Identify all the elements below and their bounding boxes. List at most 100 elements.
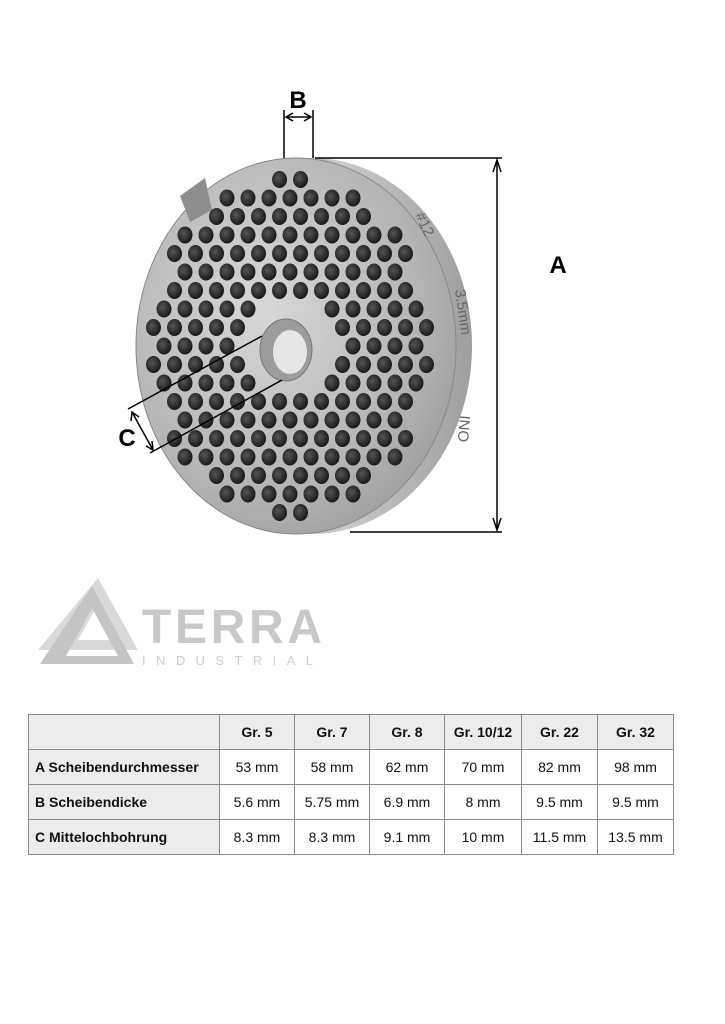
perforation-hole xyxy=(230,393,245,410)
perforation-hole xyxy=(377,319,392,336)
dim-c-bottom-line xyxy=(149,379,283,454)
table-cell: 8.3 mm xyxy=(219,819,295,855)
perforation-hole xyxy=(335,356,350,373)
perforation-hole xyxy=(356,208,371,225)
table-row: A Scheibendurchmesser 53 mm 58 mm 62 mm … xyxy=(28,749,674,785)
perforation-hole xyxy=(209,319,224,336)
perforation-hole xyxy=(303,263,319,281)
engraving-hole: 3.5mm xyxy=(451,288,474,336)
perforation-hole xyxy=(282,485,298,503)
perforation-hole xyxy=(314,430,329,447)
perforation-hole xyxy=(303,485,319,503)
table-cell: 98 mm xyxy=(597,749,674,785)
perforation-hole xyxy=(230,430,245,447)
perforation-hole xyxy=(156,300,172,318)
perforation-hole xyxy=(198,411,214,429)
perforation-hole xyxy=(377,430,392,447)
table-cell: 70 mm xyxy=(444,749,522,785)
perforation-hole xyxy=(356,467,371,484)
perforation-hole xyxy=(251,430,266,447)
perforation-hole xyxy=(209,430,224,447)
perforation-hole xyxy=(240,374,256,392)
perforation-hole xyxy=(177,226,193,244)
perforation-hole xyxy=(293,467,308,484)
perforation-hole xyxy=(219,263,235,281)
perforation-hole xyxy=(356,282,371,299)
perforation-hole xyxy=(188,282,203,299)
table-cell: 10 mm xyxy=(444,819,522,855)
table-cell: 8.3 mm xyxy=(294,819,370,855)
perforation-hole xyxy=(345,337,361,355)
perforation-hole xyxy=(398,245,413,262)
perforation-hole xyxy=(398,393,413,410)
perforation-hole xyxy=(251,208,266,225)
column-header: Gr. 7 xyxy=(294,714,370,750)
perforation-hole xyxy=(356,393,371,410)
perforation-hole xyxy=(324,263,340,281)
perforation-hole xyxy=(387,337,403,355)
perforation-hole xyxy=(335,467,350,484)
terra-industrial-logo: TERRA INDUSTRIAL xyxy=(38,578,322,668)
table-row: C Mittelochbohrung 8.3 mm 8.3 mm 9.1 mm … xyxy=(28,819,674,855)
perforation-hole xyxy=(324,485,340,503)
perforation-hole xyxy=(209,245,224,262)
perforation-hole xyxy=(419,319,434,336)
perforation-hole xyxy=(251,393,266,410)
logo-name: TERRA xyxy=(142,601,322,654)
perforation-hole xyxy=(230,467,245,484)
perforation-hole xyxy=(251,245,266,262)
perforation-hole xyxy=(240,300,256,318)
perforation-hole xyxy=(167,430,182,447)
perforation-hole xyxy=(272,282,287,299)
perforation-hole xyxy=(345,485,361,503)
perforation-hole xyxy=(219,485,235,503)
perforation-hole xyxy=(240,485,256,503)
perforation-hole xyxy=(387,226,403,244)
perforation-hole xyxy=(177,337,193,355)
perforation-hole xyxy=(356,319,371,336)
perforation-hole xyxy=(230,282,245,299)
perforation-hole xyxy=(261,226,277,244)
perforation-hole xyxy=(398,356,413,373)
center-hole-inner xyxy=(273,330,307,374)
perforation-hole xyxy=(219,374,235,392)
table-cell: 5.6 mm xyxy=(219,784,295,820)
perforation-hole xyxy=(345,374,361,392)
perforation-hole xyxy=(230,319,245,336)
perforation-hole xyxy=(408,300,424,318)
perforation-hole xyxy=(240,189,256,207)
perforation-hole xyxy=(314,245,329,262)
perforation-hole xyxy=(356,356,371,373)
table-cell: 53 mm xyxy=(219,749,295,785)
perforation-hole xyxy=(335,208,350,225)
perforation-hole xyxy=(293,430,308,447)
perforation-hole xyxy=(345,226,361,244)
perforation-hole xyxy=(272,430,287,447)
perforation-hole xyxy=(335,430,350,447)
perforation-hole xyxy=(167,393,182,410)
row-label: B Scheibendicke xyxy=(28,784,220,820)
perforation-hole xyxy=(282,226,298,244)
mincer-plate-diagram: #12 3.5mm INO A B C xyxy=(118,87,567,535)
perforation-hole xyxy=(177,448,193,466)
perforation-hole xyxy=(261,448,277,466)
row-label: A Scheibendurchmesser xyxy=(28,749,220,785)
dim-c-arrow xyxy=(131,411,154,451)
perforation-hole xyxy=(209,208,224,225)
perforation-hole xyxy=(198,374,214,392)
perforation-hole xyxy=(366,300,382,318)
perforation-hole xyxy=(272,171,287,188)
perforation-hole xyxy=(198,448,214,466)
table-cell: 9.1 mm xyxy=(369,819,445,855)
perforation-hole xyxy=(188,430,203,447)
perforation-hole xyxy=(398,319,413,336)
perforation-hole xyxy=(272,467,287,484)
perforation-hole xyxy=(335,245,350,262)
perforation-hole xyxy=(240,411,256,429)
table-cell: 58 mm xyxy=(294,749,370,785)
perforation-hole xyxy=(272,245,287,262)
plate-disc: #12 3.5mm INO xyxy=(135,157,474,535)
table-cell: 82 mm xyxy=(521,749,598,785)
logo-subtitle: INDUSTRIAL xyxy=(142,653,322,668)
perforation-hole xyxy=(219,226,235,244)
